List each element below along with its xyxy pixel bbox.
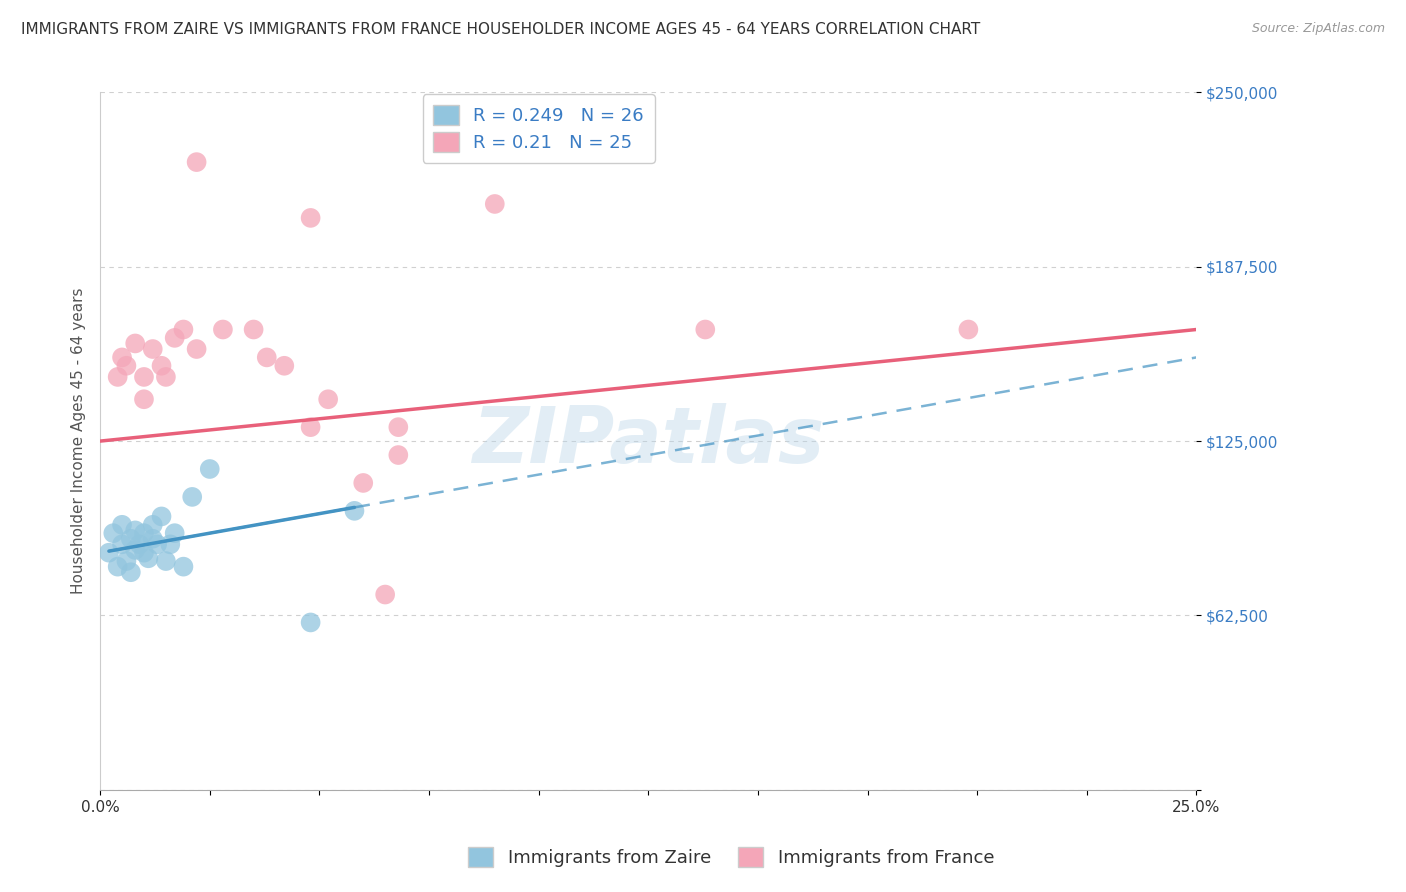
Point — [124, 336, 146, 351]
Point — [111, 351, 134, 365]
Point — [150, 509, 173, 524]
Point — [138, 551, 160, 566]
Point — [484, 197, 506, 211]
Point — [132, 392, 155, 407]
Point — [142, 532, 165, 546]
Point — [115, 554, 138, 568]
Point — [387, 420, 409, 434]
Point — [172, 322, 194, 336]
Text: ZIPatlas: ZIPatlas — [472, 403, 824, 479]
Point — [695, 322, 717, 336]
Point — [212, 322, 235, 336]
Point — [132, 526, 155, 541]
Point — [155, 554, 177, 568]
Point — [128, 537, 150, 551]
Point — [172, 559, 194, 574]
Point — [374, 588, 396, 602]
Point — [242, 322, 264, 336]
Point — [103, 526, 125, 541]
Point — [120, 566, 142, 580]
Point — [146, 537, 169, 551]
Point — [299, 420, 322, 434]
Point — [155, 370, 177, 384]
Point — [198, 462, 221, 476]
Point — [273, 359, 295, 373]
Point — [181, 490, 204, 504]
Point — [316, 392, 339, 407]
Point — [299, 211, 322, 225]
Point — [159, 537, 181, 551]
Point — [132, 370, 155, 384]
Legend: Immigrants from Zaire, Immigrants from France: Immigrants from Zaire, Immigrants from F… — [461, 839, 1001, 874]
Point — [107, 370, 129, 384]
Point — [124, 542, 146, 557]
Point — [124, 524, 146, 538]
Point — [97, 546, 120, 560]
Point — [111, 537, 134, 551]
Point — [115, 359, 138, 373]
Point — [186, 342, 208, 356]
Text: Source: ZipAtlas.com: Source: ZipAtlas.com — [1251, 22, 1385, 36]
Point — [107, 559, 129, 574]
Legend: R = 0.249   N = 26, R = 0.21   N = 25: R = 0.249 N = 26, R = 0.21 N = 25 — [423, 95, 655, 163]
Point — [111, 517, 134, 532]
Point — [957, 322, 980, 336]
Y-axis label: Householder Income Ages 45 - 64 years: Householder Income Ages 45 - 64 years — [72, 288, 86, 594]
Point — [186, 155, 208, 169]
Point — [163, 526, 186, 541]
Point — [352, 475, 374, 490]
Point — [343, 504, 366, 518]
Point — [150, 359, 173, 373]
Point — [256, 351, 278, 365]
Point — [387, 448, 409, 462]
Point — [142, 342, 165, 356]
Point — [120, 532, 142, 546]
Point — [163, 331, 186, 345]
Text: IMMIGRANTS FROM ZAIRE VS IMMIGRANTS FROM FRANCE HOUSEHOLDER INCOME AGES 45 - 64 : IMMIGRANTS FROM ZAIRE VS IMMIGRANTS FROM… — [21, 22, 980, 37]
Point — [299, 615, 322, 630]
Point — [142, 517, 165, 532]
Point — [132, 546, 155, 560]
